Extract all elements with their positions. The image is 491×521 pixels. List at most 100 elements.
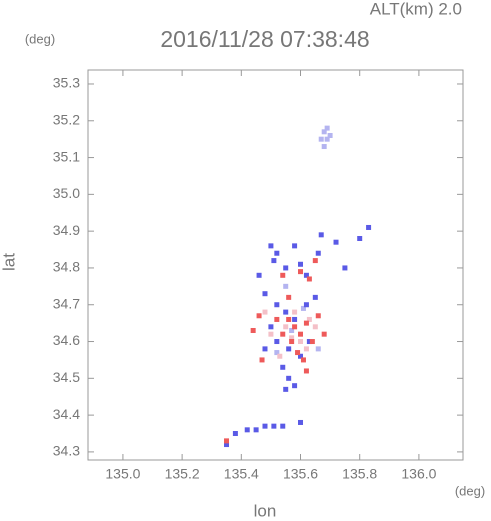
radar-echo [321, 331, 327, 337]
radar-echo [292, 324, 298, 330]
y-tick-label: 35.1 [53, 148, 80, 164]
x-tick-label: 135.6 [283, 466, 318, 482]
radar-echo [312, 324, 318, 330]
plot-frame [87, 69, 464, 461]
radar-echo [268, 331, 274, 337]
radar-echo [312, 294, 318, 300]
radar-echo [268, 243, 274, 249]
radar-echo [289, 339, 295, 345]
radar-echo [262, 291, 268, 297]
radar-echo [366, 224, 372, 230]
radar-echo [224, 442, 230, 448]
radar-echo [286, 375, 292, 381]
y-tick-label: 34.8 [53, 259, 80, 275]
radar-echo [312, 258, 318, 264]
radar-echo [292, 309, 298, 315]
x-tick-label: 135.8 [342, 466, 377, 482]
y-tick-label: 35.3 [53, 75, 80, 91]
radar-echo [306, 339, 312, 345]
y-axis-label: lat [0, 253, 18, 271]
radar-echo [315, 313, 321, 319]
radar-echo [303, 368, 309, 374]
radar-echo [262, 346, 268, 352]
radar-echo [315, 250, 321, 256]
radar-echo [253, 427, 259, 433]
radar-echo [300, 357, 306, 363]
radar-echo [283, 283, 289, 289]
radar-echo [306, 316, 312, 322]
radar-echo [298, 261, 304, 267]
radar-echo [286, 294, 292, 300]
radar-echo [283, 309, 289, 315]
radar-echo [321, 144, 327, 150]
radar-echo [315, 346, 321, 352]
radar-echo [224, 438, 230, 444]
radar-echo [274, 316, 280, 322]
y-tick-label: 34.7 [53, 295, 80, 311]
radar-echo [324, 125, 330, 131]
radar-echo [298, 339, 304, 345]
radar-echo [274, 350, 280, 356]
x-tick-label: 136.0 [401, 466, 436, 482]
radar-echo [298, 331, 304, 337]
radar-echo [280, 331, 286, 337]
y-tick-label: 34.9 [53, 222, 80, 238]
chart-title: 2016/11/28 07:38:48 [160, 26, 369, 52]
radar-echo [298, 419, 304, 425]
radar-echo [289, 327, 295, 333]
radar-echo [298, 269, 304, 275]
radar-echo [327, 132, 333, 138]
radar-echo [306, 276, 312, 282]
x-axis-label: lon [254, 501, 277, 520]
radar-echo [250, 327, 256, 333]
radar-echo [295, 350, 301, 356]
radar-echo [283, 265, 289, 271]
radar-echo [292, 243, 298, 249]
y-tick-label: 34.4 [53, 406, 80, 422]
radar-echo [244, 427, 250, 433]
y-tick-label: 34.5 [53, 369, 80, 385]
radar-echo [289, 335, 295, 341]
y-tick-label: 35.2 [53, 111, 80, 127]
radar-echo [268, 324, 274, 330]
radar-echo [324, 136, 330, 142]
radar-echo [318, 136, 324, 142]
x-unit: (deg) [455, 483, 485, 498]
radar-echo [283, 324, 289, 330]
radar-echo [274, 339, 280, 345]
y-tick-label: 34.6 [53, 332, 80, 348]
radar-echo [256, 313, 262, 319]
x-tick-label: 135.0 [105, 466, 140, 482]
radar-echo [298, 353, 304, 359]
radar-echo [300, 305, 306, 311]
radar-echo [292, 383, 298, 389]
radar-echo [256, 272, 262, 278]
y-tick-label: 34.3 [53, 443, 80, 459]
radar-echo [262, 423, 268, 429]
y-unit: (deg) [25, 31, 55, 46]
radar-echo [274, 250, 280, 256]
radar-echo [303, 320, 309, 326]
radar-echo [292, 316, 298, 322]
radar-echo [303, 346, 309, 352]
radar-echo [280, 364, 286, 370]
radar-echo [280, 423, 286, 429]
radar-echo [321, 129, 327, 135]
radar-echo [303, 272, 309, 278]
radar-echo [280, 272, 286, 278]
radar-echo [286, 346, 292, 352]
radar-echo [333, 239, 339, 245]
radar-echo [232, 431, 238, 437]
radar-echo [274, 302, 280, 308]
radar-echo [318, 232, 324, 238]
radar-echo [259, 357, 265, 363]
radar-echo [286, 316, 292, 322]
x-tick-label: 135.2 [165, 466, 200, 482]
radar-echo [303, 302, 309, 308]
radar-echo [262, 309, 268, 315]
chart-subtitle: ALT(km) 2.0 [370, 0, 462, 18]
y-tick-label: 35.0 [53, 185, 80, 201]
radar-echo [309, 339, 315, 345]
radar-echo [357, 236, 363, 242]
